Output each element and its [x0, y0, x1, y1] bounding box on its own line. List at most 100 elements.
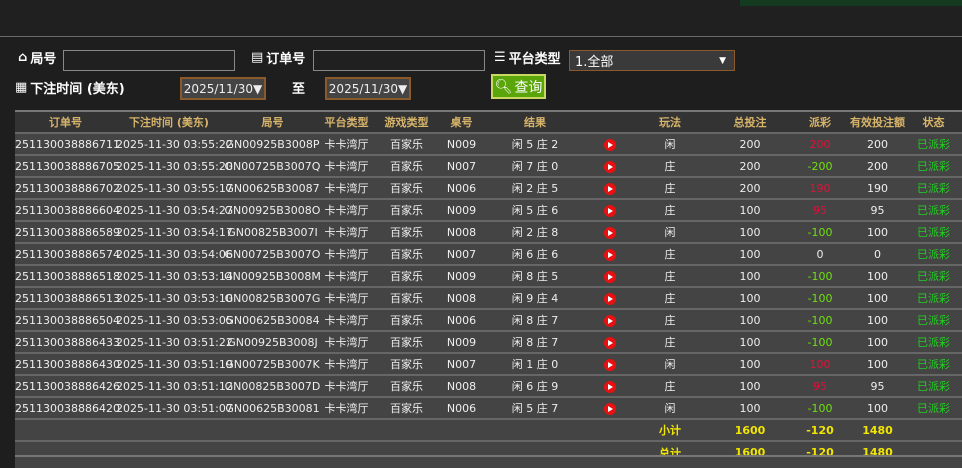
total-bet-cell: 100: [710, 330, 790, 353]
video-cell[interactable]: [590, 308, 630, 331]
play-video-icon[interactable]: [604, 182, 616, 195]
play-video-icon[interactable]: [604, 226, 616, 239]
video-cell[interactable]: [590, 330, 630, 353]
order-id-cell: 251130038886518: [15, 264, 120, 287]
video-cell[interactable]: [590, 374, 630, 397]
video-cell[interactable]: [590, 176, 630, 199]
column-header: 下注时间 (美东): [116, 110, 222, 133]
payout-cell: -100: [790, 264, 850, 287]
play-video-icon[interactable]: [604, 248, 616, 261]
payout-cell: 200: [790, 132, 850, 155]
round-id-cell: GN00625B30087: [222, 176, 323, 199]
payout-cell: -100: [790, 330, 850, 353]
status-cell: 已派彩: [905, 396, 962, 419]
chevron-down-icon: ▼: [252, 81, 263, 96]
column-header: 结果: [480, 110, 590, 133]
platform-select[interactable]: 1.全部 ▼: [569, 50, 735, 71]
status-cell: 已派彩: [905, 352, 962, 375]
game-type-cell: 百家乐: [370, 330, 443, 353]
play-video-icon[interactable]: [604, 336, 616, 349]
status-cell: 已派彩: [905, 132, 962, 155]
result-cell: 闲 5 庄 7: [480, 396, 590, 419]
play-video-icon[interactable]: [604, 204, 616, 217]
bet-type-cell: 庄: [630, 242, 710, 265]
result-cell: 闲 8 庄 7: [480, 308, 590, 331]
valid-bet-cell: 100: [850, 330, 905, 353]
table-row: 251130038886426 2025-11-30 03:51:12 GN0082…: [15, 374, 962, 397]
play-video-icon[interactable]: [604, 358, 616, 371]
video-cell[interactable]: [590, 396, 630, 419]
round-input[interactable]: [63, 50, 235, 71]
platform-cell: 卡卡湾厅: [323, 132, 370, 155]
video-cell[interactable]: [590, 352, 630, 375]
payout-cell: 95: [790, 374, 850, 397]
date-to-select[interactable]: 2025/11/30 ▼: [325, 77, 411, 100]
order-id-cell: 251130038886513: [15, 286, 120, 309]
video-cell[interactable]: [590, 286, 630, 309]
payout-cell: -100: [790, 220, 850, 243]
game-type-cell: 百家乐: [370, 374, 443, 397]
bet-time-cell: 2025-11-30 03:54:17: [116, 220, 233, 243]
video-cell[interactable]: [590, 242, 630, 265]
result-cell: 闲 5 庄 6: [480, 198, 590, 221]
play-video-icon[interactable]: [604, 138, 616, 151]
bet-type-cell: 庄: [630, 308, 710, 331]
result-cell: 闲 5 庄 2: [480, 132, 590, 155]
empty-cell: [370, 418, 443, 441]
table-row: 251130038886420 2025-11-30 03:51:07 GN0062…: [15, 396, 962, 419]
play-video-icon[interactable]: [604, 314, 616, 327]
bet-type-cell: 庄: [630, 176, 710, 199]
table-footer: [15, 455, 962, 468]
column-header: 玩法: [630, 110, 710, 133]
table-no-cell: N007: [443, 352, 480, 375]
video-cell[interactable]: [590, 198, 630, 221]
time-label: ▦ 下注时间 (美东): [15, 80, 125, 97]
table-no-cell: N006: [443, 308, 480, 331]
empty-cell: [323, 418, 370, 441]
subtotal-valid: 1480: [850, 418, 905, 441]
valid-bet-cell: 0: [850, 242, 905, 265]
video-cell[interactable]: [590, 154, 630, 177]
status-cell: 已派彩: [905, 176, 962, 199]
round-label: ⌂ 局号: [18, 50, 57, 67]
order-id-cell: 251130038886705: [15, 154, 120, 177]
banner-image: [740, 0, 962, 6]
play-video-icon[interactable]: [604, 270, 616, 283]
game-type-cell: 百家乐: [370, 242, 443, 265]
order-id-cell: 251130038886711: [15, 132, 120, 155]
result-cell: 闲 1 庄 0: [480, 352, 590, 375]
table-row: 251130038886702 2025-11-30 03:55:17 GN0062…: [15, 176, 962, 199]
search-button[interactable]: 🔍︎ 查询: [491, 74, 546, 99]
video-cell[interactable]: [590, 264, 630, 287]
bet-time-cell: 2025-11-30 03:55:22: [116, 132, 233, 155]
table-row: 251130038886518 2025-11-30 03:53:14 GN0092…: [15, 264, 962, 287]
total-bet-cell: 100: [710, 264, 790, 287]
video-cell[interactable]: [590, 132, 630, 155]
game-type-cell: 百家乐: [370, 308, 443, 331]
order-id-cell: 251130038886574: [15, 242, 120, 265]
table-no-cell: N009: [443, 132, 480, 155]
valid-bet-cell: 200: [850, 132, 905, 155]
play-video-icon[interactable]: [604, 292, 616, 305]
date-from-select[interactable]: 2025/11/30 ▼: [180, 77, 266, 100]
payout-cell: 95: [790, 198, 850, 221]
order-input[interactable]: [313, 50, 485, 71]
video-cell[interactable]: [590, 220, 630, 243]
table-row: 251130038886604 2025-11-30 03:54:27 GN0092…: [15, 198, 962, 221]
play-video-icon[interactable]: [604, 380, 616, 393]
round-id-cell: GN00625B30084: [222, 308, 323, 331]
bet-type-cell: 庄: [630, 374, 710, 397]
table-row: 251130038886574 2025-11-30 03:54:06 GN0072…: [15, 242, 962, 265]
platform-cell: 卡卡湾厅: [323, 220, 370, 243]
play-video-icon[interactable]: [604, 402, 616, 415]
status-cell: 已派彩: [905, 154, 962, 177]
chevron-down-icon: ▼: [397, 81, 408, 96]
play-video-icon[interactable]: [604, 160, 616, 173]
bet-time-cell: 2025-11-30 03:51:07: [116, 396, 233, 419]
valid-bet-cell: 100: [850, 286, 905, 309]
round-id-cell: GN00825B3007I: [222, 220, 323, 243]
bet-type-cell: 庄: [630, 286, 710, 309]
total-bet-cell: 200: [710, 176, 790, 199]
status-cell: 已派彩: [905, 242, 962, 265]
platform-label: ☰ 平台类型: [494, 50, 561, 67]
